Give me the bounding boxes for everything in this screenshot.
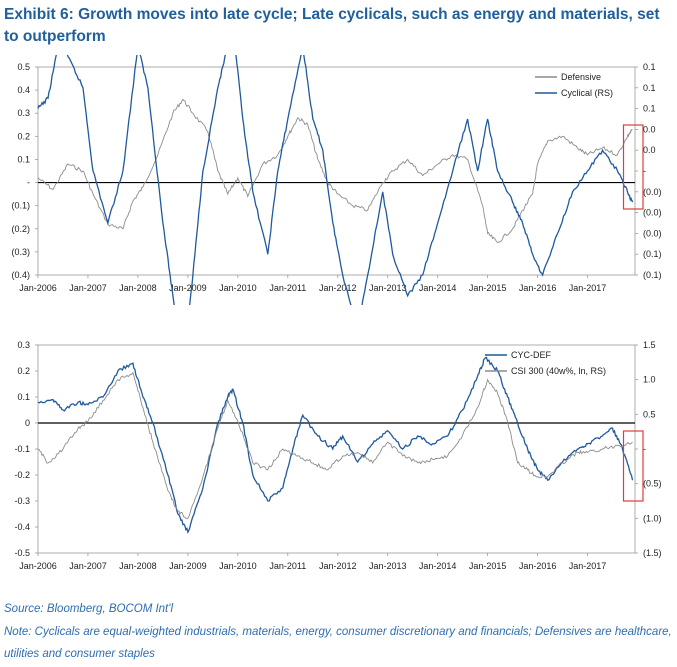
x-tick-label: Jan-2006 [19, 283, 57, 293]
y-right-tick-label: - [643, 444, 646, 454]
y-right-tick-label: (0.1) [643, 249, 662, 259]
legend-label: Cyclical (RS) [561, 88, 613, 98]
series-line-0 [37, 98, 633, 244]
y-right-tick-label: - [643, 166, 646, 176]
y-right-tick-label: (0.0) [643, 187, 662, 197]
x-tick-label: Jan-2012 [319, 283, 357, 293]
y-right-tick-label: (0.5) [643, 479, 662, 489]
y-right-tick-label: (1.5) [643, 548, 662, 558]
y-left-tick-label: 0.3 [17, 108, 30, 118]
x-tick-label: Jan-2010 [219, 561, 257, 571]
y-left-tick-label: (0.2) [11, 224, 30, 234]
x-tick-label: Jan-2014 [419, 561, 457, 571]
x-tick-label: Jan-2014 [419, 283, 457, 293]
chart-cyc-def-vs-csi300: 0.3 0.2 0.1 0 -0.1 -0.2 -0.3 -0.4 -0.5 1.5 1.0 0.5 -… [14, 340, 662, 571]
x-tick-label: Jan-2010 [219, 283, 257, 293]
exhibit-title: Exhibit 6: Growth moves into late cycle;… [4, 6, 660, 45]
highlight-box [622, 430, 644, 502]
x-tick-label: Jan-2011 [269, 283, 306, 293]
y-right-tick-label: (0.1) [643, 270, 662, 280]
highlight-box [622, 124, 644, 210]
y-right-tick-label: 0.0 [643, 145, 656, 155]
legend-label: Defensive [561, 72, 601, 82]
x-tick-label: Jan-2011 [269, 561, 306, 571]
x-tick-label: Jan-2017 [569, 561, 607, 571]
y-left-tick-label: 0.5 [17, 62, 30, 72]
legend-label: CSI 300 (40w%, ln, RS) [511, 366, 606, 376]
x-tick-label: Jan-2009 [169, 283, 207, 293]
x-tick-label: Jan-2012 [319, 561, 357, 571]
x-tick-label: Jan-2015 [469, 283, 507, 293]
x-tick-label: Jan-2017 [569, 283, 607, 293]
x-tick-label: Jan-2016 [519, 561, 557, 571]
y-left-tick-label: - [27, 178, 30, 188]
x-tick-label: Jan-2016 [519, 283, 557, 293]
x-tick-label: Jan-2008 [119, 283, 157, 293]
y-left-tick-label: -0.4 [14, 522, 30, 532]
y-left-tick-label: 0.1 [17, 154, 30, 164]
x-tick-label: Jan-2009 [169, 561, 207, 571]
y-left-tick-label: 0.2 [17, 131, 30, 141]
x-tick-label: Jan-2015 [469, 561, 507, 571]
source-text: Source: Bloomberg, BOCOM Int'l [4, 603, 174, 615]
y-left-tick-label: 0.2 [17, 366, 30, 376]
y-left-tick-label: 0.4 [17, 85, 30, 95]
series-line-1 [37, 55, 634, 305]
y-right-tick-label: 0.1 [643, 83, 656, 93]
y-left-tick-label: -0.3 [14, 496, 30, 506]
y-left-tick-label: (0.3) [11, 247, 30, 257]
y-right-tick-label: 1.0 [643, 375, 656, 385]
y-right-tick-label: (0.0) [643, 208, 662, 218]
series-line-0 [37, 356, 634, 535]
y-right-tick-label: (1.0) [643, 513, 662, 523]
y-right-tick-label: 1.5 [643, 340, 656, 350]
y-right-tick-label: 0.0 [643, 124, 656, 134]
y-left-tick-label: (0.1) [11, 201, 30, 211]
x-tick-label: Jan-2007 [69, 283, 107, 293]
x-tick-label: Jan-2007 [69, 561, 107, 571]
x-tick-label: Jan-2013 [369, 283, 407, 293]
y-left-tick-label: -0.1 [14, 444, 30, 454]
y-right-tick-label: 0.1 [643, 62, 656, 72]
y-left-tick-label: 0.3 [17, 340, 30, 350]
x-tick-label: Jan-2006 [19, 561, 57, 571]
x-tick-label: Jan-2013 [369, 561, 407, 571]
note-text: Note: Cyclicals are equal-weighted indus… [4, 625, 672, 661]
series-line-1 [37, 371, 633, 520]
y-right-tick-label: (0.0) [643, 228, 662, 238]
y-right-tick-label: 0.1 [643, 104, 656, 114]
y-left-tick-label: (0.4) [11, 270, 30, 280]
y-right-tick-label: 0.5 [643, 409, 656, 419]
y-left-tick-label: 0 [25, 418, 30, 428]
y-left-tick-label: -0.5 [14, 548, 30, 558]
y-left-tick-label: -0.2 [14, 470, 30, 480]
chart-defensive-vs-cyclical: 0.5 0.4 0.3 0.2 0.1 - (0.1) (0.2) (0.3) (0.4) 0.1 0… [11, 55, 662, 305]
x-tick-label: Jan-2008 [119, 561, 157, 571]
legend-label: CYC-DEF [511, 350, 552, 360]
y-left-tick-label: 0.1 [17, 392, 30, 402]
